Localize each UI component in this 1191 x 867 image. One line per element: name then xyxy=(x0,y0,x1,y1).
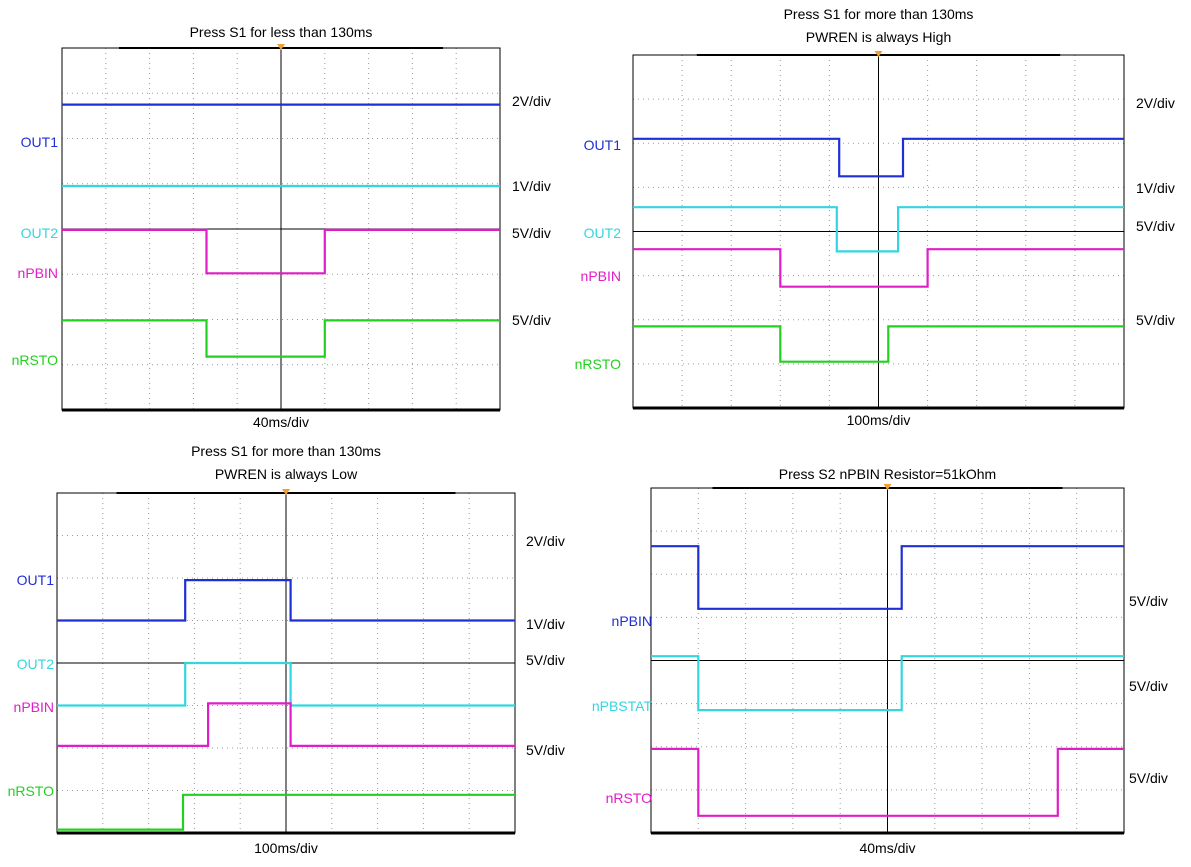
volts-per-div-label: 1V/div xyxy=(526,616,565,632)
volts-per-div-label: 1V/div xyxy=(1136,180,1175,196)
trace-label-npbstat: nPBSTAT xyxy=(592,698,653,714)
timebase-label: 100ms/div xyxy=(254,840,318,856)
trace-nrsto xyxy=(651,747,1124,817)
trace-label-npbin: nPBIN xyxy=(14,699,54,715)
trigger-marker-icon xyxy=(282,489,290,495)
trace-out1 xyxy=(633,137,1124,178)
timebase-label: 40ms/div xyxy=(253,414,309,430)
panel-title: Press S1 for more than 130ms xyxy=(191,443,381,459)
volts-per-div-label: 5V/div xyxy=(526,652,565,668)
trace-label-npbin: nPBIN xyxy=(18,265,58,281)
volts-per-div-label: 5V/div xyxy=(1129,593,1168,609)
trace-label-nrsto: nRSTO xyxy=(575,356,622,372)
trace-label-out2: OUT2 xyxy=(17,656,55,672)
panel-title: PWREN is always Low xyxy=(215,466,358,482)
trace-label-out1: OUT1 xyxy=(584,137,622,153)
scope-panel-4: nPBIN 5V/div nPBSTAT 5V/div nRSTO 5V/div Press… xyxy=(592,466,1168,856)
trace-label-out2: OUT2 xyxy=(584,225,622,241)
scope-panel-3: OUT1 2V/div OUT2 1V/div nPBIN 5V/div nRSTO 5V/d… xyxy=(8,443,565,856)
scope-panel-1: OUT1 2V/div OUT2 1V/div nPBIN 5V/div nRSTO 5V/d… xyxy=(12,24,551,430)
trace-npbin xyxy=(651,545,1124,610)
trace-label-npbin: nPBIN xyxy=(581,268,621,284)
volts-per-div-label: 2V/div xyxy=(512,93,551,109)
panel-title: Press S2 nPBIN Resistor=51kOhm xyxy=(779,466,996,482)
trace-npbin xyxy=(62,228,500,275)
trigger-marker-icon xyxy=(883,484,892,490)
trace-label-npbin: nPBIN xyxy=(612,613,652,629)
volts-per-div-label: 5V/div xyxy=(1136,312,1175,328)
timebase-label: 40ms/div xyxy=(859,840,915,856)
volts-per-div-label: 5V/div xyxy=(1136,218,1175,234)
trace-nrsto xyxy=(62,319,500,358)
trace-out1 xyxy=(57,578,515,622)
panel-title: PWREN is always High xyxy=(806,29,951,45)
trace-out2 xyxy=(57,661,515,707)
trace-nrsto xyxy=(57,793,515,831)
trigger-marker-icon xyxy=(874,51,883,57)
timebase-label: 100ms/div xyxy=(847,412,911,428)
trace-label-out1: OUT1 xyxy=(21,134,59,150)
trace-label-nrsto: nRSTO xyxy=(606,790,653,806)
trace-npbin xyxy=(633,248,1124,288)
volts-per-div-label: 1V/div xyxy=(512,178,551,194)
trace-nrsto xyxy=(633,325,1124,363)
trace-label-out2: OUT2 xyxy=(21,225,59,241)
trace-label-nrsto: nRSTO xyxy=(12,352,59,368)
trace-npbstat xyxy=(651,655,1124,712)
trace-npbin xyxy=(57,702,515,748)
volts-per-div-label: 2V/div xyxy=(1136,95,1175,111)
volts-per-div-label: 5V/div xyxy=(512,225,551,241)
panel-title: Press S1 for more than 130ms xyxy=(784,6,974,22)
trace-out2 xyxy=(633,206,1124,253)
volts-per-div-label: 5V/div xyxy=(512,312,551,328)
volts-per-div-label: 2V/div xyxy=(526,533,565,549)
trace-label-out1: OUT1 xyxy=(17,572,55,588)
volts-per-div-label: 5V/div xyxy=(1129,770,1168,786)
panel-title: Press S1 for less than 130ms xyxy=(190,24,373,40)
volts-per-div-label: 5V/div xyxy=(1129,678,1168,694)
trigger-marker-icon xyxy=(277,44,285,50)
volts-per-div-label: 5V/div xyxy=(526,742,565,758)
trace-label-nrsto: nRSTO xyxy=(8,783,55,799)
scope-panel-2: OUT1 2V/div OUT2 1V/div nPBIN 5V/div nRSTO 5V/d… xyxy=(575,6,1175,428)
